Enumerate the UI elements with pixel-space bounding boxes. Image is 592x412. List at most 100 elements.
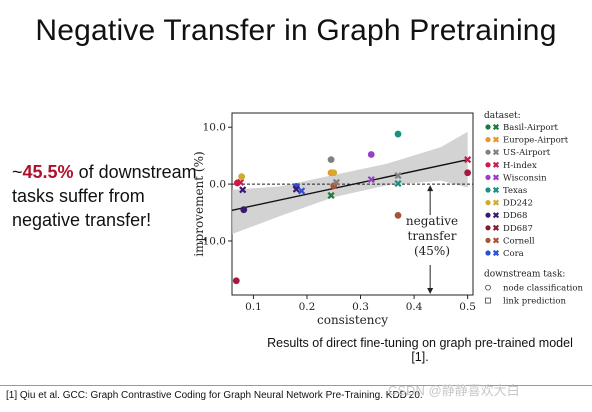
legend-task-label: node classification: [503, 284, 584, 294]
point-stroke: [492, 186, 500, 194]
data-point-x: [394, 179, 402, 188]
legend-dataset-label: Basil-Airport: [503, 123, 559, 133]
point-stroke: [492, 249, 500, 257]
legend-dataset-label: US-Airport: [503, 148, 551, 158]
data-point-circle: [240, 206, 248, 214]
annotation-arrowhead-up: [427, 185, 434, 192]
point-stroke: [292, 185, 300, 193]
legend-dataset-label: Texas: [503, 186, 527, 196]
legend-dataset-dot: [485, 137, 491, 143]
point-stroke: [492, 199, 500, 206]
data-point-x: [236, 178, 245, 186]
x-tick-label: 0.1: [245, 301, 262, 313]
y-axis-label: improvement (%): [192, 151, 206, 256]
figure-caption: Results of direct fine-tuning on graph p…: [267, 336, 573, 364]
legend-link-prediction-marker: [485, 297, 491, 304]
legend-dataset-cross: [492, 186, 500, 194]
point-stroke: [492, 224, 500, 231]
legend-dataset-dot: [485, 174, 491, 180]
legend-dataset-label: H-index: [503, 161, 537, 171]
legend-dataset-cross: [492, 237, 500, 244]
legend-dataset-dot: [485, 124, 491, 130]
watermark: CSDN @静静喜欢大白: [388, 383, 520, 398]
point-stroke: [298, 187, 306, 195]
legend-dataset-dot: [485, 237, 491, 243]
legend-dataset-cross: [492, 249, 500, 257]
annotation-text: transfer: [408, 229, 457, 243]
legend-dataset-dot: [485, 187, 491, 193]
slide-title: Negative Transfer in Graph Pretraining: [35, 14, 557, 47]
legend-dataset-dot: [485, 212, 491, 218]
point-stroke: [239, 186, 247, 194]
point-stroke: [492, 212, 500, 219]
data-point-circle: [394, 211, 402, 219]
legend-dataset-label: DD68: [503, 211, 527, 221]
data-point-x: [298, 187, 306, 195]
data-point-x: [292, 185, 300, 193]
point-stroke: [492, 237, 500, 244]
plot-frame: [231, 112, 474, 296]
legend-dataset-label: Cornell: [503, 236, 535, 246]
point-stroke: [492, 149, 500, 156]
legend-dataset-cross: [492, 174, 500, 181]
legend-dataset-cross: [492, 136, 500, 143]
citation-footnote: [1] Qiu et al. GCC: Graph Contrastive Co…: [6, 390, 423, 401]
confidence-band: [232, 131, 468, 235]
data-point-circle: [238, 173, 246, 181]
y-tick-label: 10.0: [203, 122, 226, 134]
legend-dataset-cross: [492, 123, 500, 131]
legend-dataset-dot: [485, 250, 491, 256]
point-stroke: [367, 175, 375, 184]
legend-task-label: link prediction: [503, 297, 566, 307]
legend-dataset-cross: [492, 212, 500, 219]
point-stroke: [236, 178, 245, 186]
x-tick-label: 0.3: [352, 301, 369, 313]
legend-dataset-label: DD687: [503, 224, 533, 234]
legend-dataset-cross: [492, 224, 500, 231]
negative-transfer-claim: ~45.5% of downstream tasks suffer from n…: [12, 160, 202, 232]
point-stroke: [492, 123, 500, 131]
regression-line: [231, 158, 468, 211]
legend-dataset-dot: [485, 225, 491, 231]
data-point-x: [239, 186, 247, 194]
annotation-text: (45%): [414, 244, 450, 258]
data-point-circle: [327, 156, 335, 164]
x-tick-label: 0.2: [299, 301, 316, 313]
data-point-x: [332, 178, 341, 186]
legend-dataset-cross: [492, 199, 500, 206]
point-stroke: [492, 136, 500, 143]
legend-dataset-dot: [485, 162, 491, 168]
point-stroke: [332, 178, 341, 186]
point-stroke: [394, 171, 402, 180]
legend-dataset-label: DD242: [503, 199, 533, 209]
legend-dataset-label: Europe-Airport: [503, 136, 569, 146]
data-point-x: [367, 175, 375, 184]
data-point-circle: [330, 169, 338, 177]
data-point-circle: [367, 151, 375, 158]
data-point-x: [394, 171, 402, 180]
y-tick-label: 0.0: [209, 179, 226, 191]
data-point-x: [327, 191, 335, 200]
annotation-text: negative: [406, 214, 458, 228]
legend-dataset-title: dataset:: [484, 111, 521, 121]
data-point-circle: [464, 169, 472, 177]
annotation-arrowhead-down: [427, 288, 434, 294]
legend-dataset-dot: [485, 149, 491, 155]
point-stroke: [327, 191, 335, 200]
x-tick-label: 0.4: [406, 301, 423, 313]
y-tick-label: -10.0: [199, 235, 226, 247]
footnote-divider: [0, 385, 592, 386]
point-stroke: [464, 156, 472, 164]
legend-dataset-label: Cora: [503, 249, 524, 259]
data-point-circle: [394, 130, 402, 138]
claim-prefix: ~: [12, 162, 23, 182]
point-stroke: [394, 179, 402, 188]
point-stroke: [492, 174, 500, 181]
point-stroke: [492, 161, 500, 168]
x-tick-label: 0.5: [459, 301, 476, 313]
legend-dataset-cross: [492, 149, 500, 156]
x-axis-label: consistency: [317, 313, 388, 327]
legend-dataset-label: Wisconsin: [503, 173, 547, 183]
legend-dataset-dot: [485, 200, 491, 206]
legend-node-classification-marker: [485, 284, 491, 291]
